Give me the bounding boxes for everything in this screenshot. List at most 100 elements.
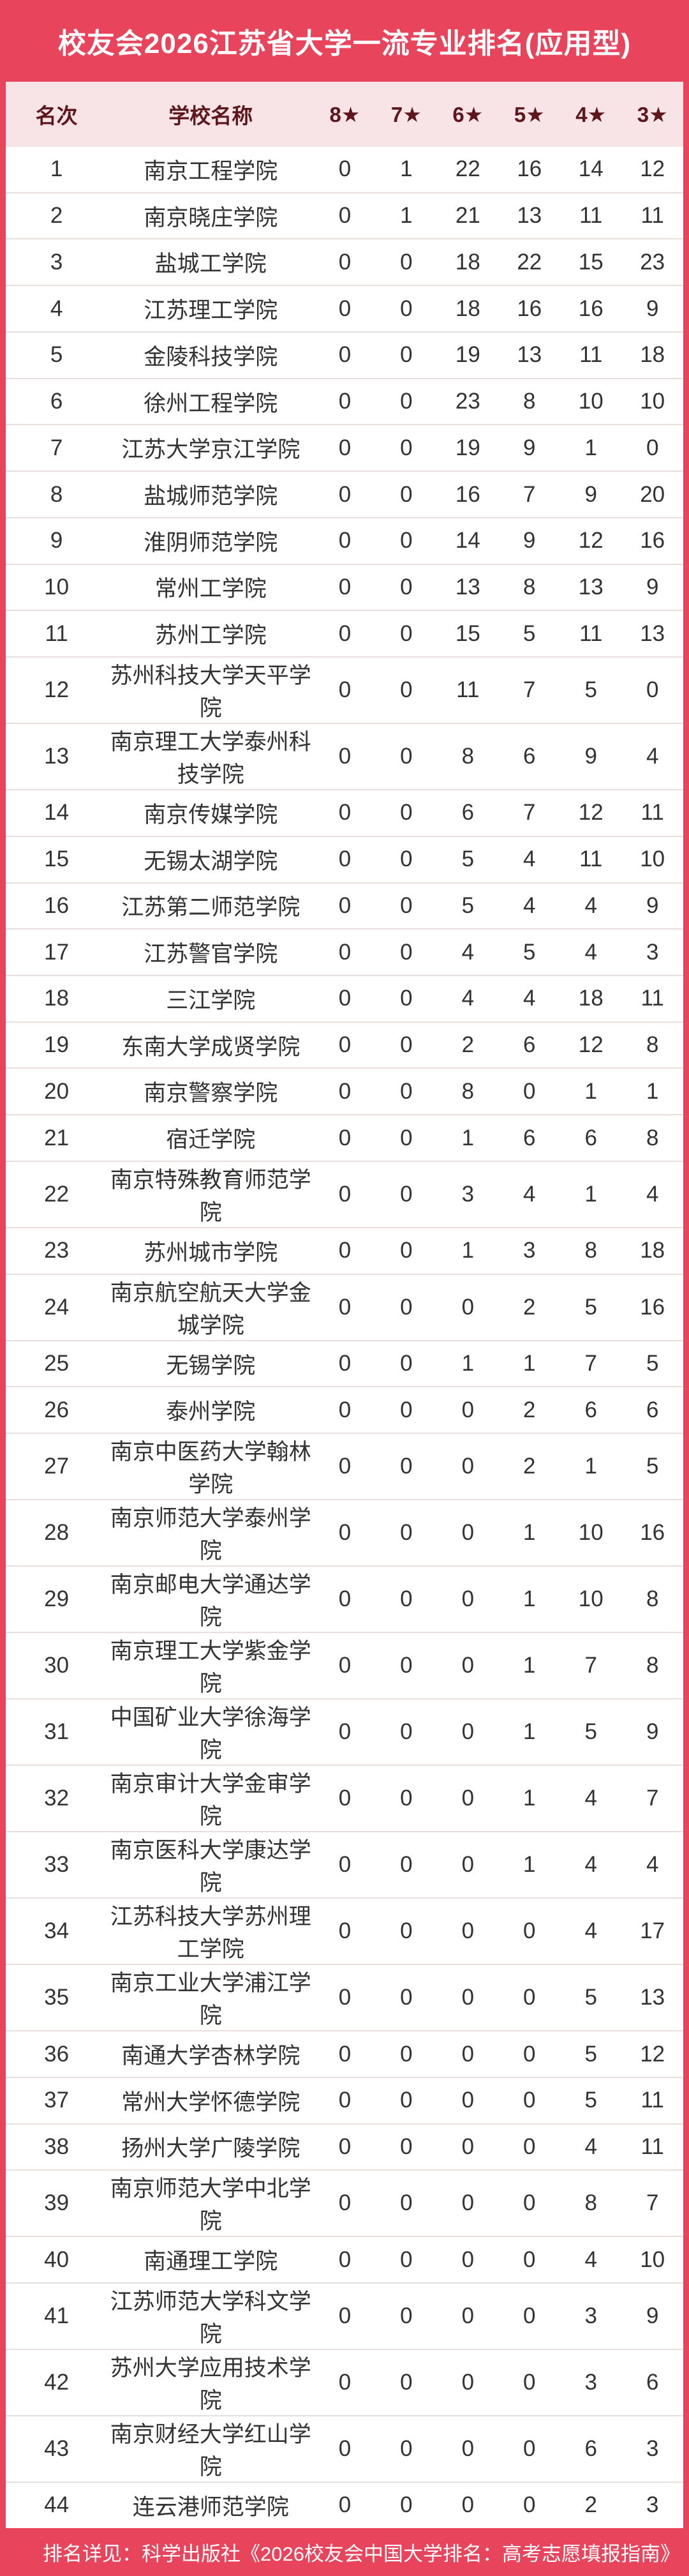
star-count-cell: 1 xyxy=(523,1786,536,1811)
school-name-cell: 金陵科技学院 xyxy=(144,344,278,370)
star-count-cell: 9 xyxy=(523,528,536,554)
star-count-cell: 2 xyxy=(523,1454,536,1479)
school-name-cell: 盐城工学院 xyxy=(154,252,267,277)
star-count-cell: 8 xyxy=(646,1125,659,1150)
star-count-cell: 1 xyxy=(523,1719,536,1745)
star-count-cell: 0 xyxy=(400,847,413,872)
school-name-cell: 南京工程学院 xyxy=(144,158,278,184)
column-header-rank: 名次 xyxy=(35,104,78,128)
star-count-cell: 0 xyxy=(400,435,413,460)
rank-cell: 26 xyxy=(44,1397,70,1422)
star-count-cell: 0 xyxy=(461,2492,475,2518)
table-row: 39 南京师范大学中北学院 0 0 0 0 8 7 xyxy=(6,2169,683,2236)
star-count-cell: 6 xyxy=(646,1397,659,1422)
star-count-cell: 0 xyxy=(400,893,413,918)
star-count-cell: 0 xyxy=(523,2303,536,2329)
table-row: 26 泰州学院 0 0 0 2 6 6 xyxy=(6,1386,683,1433)
school-name-cell: 南京警察学院 xyxy=(144,1081,278,1106)
star-count-cell: 4 xyxy=(646,744,659,769)
school-name-cell: 苏州城市学院 xyxy=(144,1240,278,1265)
star-count-cell: 22 xyxy=(517,249,542,275)
school-name-cell: 淮阴师范学院 xyxy=(144,530,278,555)
star-count-cell: 2 xyxy=(523,1294,536,1320)
rank-cell: 5 xyxy=(50,342,63,368)
star-count-cell: 0 xyxy=(400,1586,413,1612)
table-row: 20 南京警察学院 0 0 8 0 1 1 xyxy=(6,1067,683,1114)
table-row: 19 东南大学成贤学院 0 0 2 6 12 8 xyxy=(6,1021,683,1068)
star-count-cell: 2 xyxy=(523,1397,536,1422)
star-count-cell: 0 xyxy=(400,342,413,368)
star-count-cell: 9 xyxy=(584,744,597,769)
star-count-cell: 0 xyxy=(400,2190,413,2216)
school-name-cell: 南京师范大学中北学院 xyxy=(110,2176,311,2234)
star-count-cell: 0 xyxy=(400,939,413,965)
star-count-cell: 0 xyxy=(461,2134,475,2159)
school-name-cell: 常州工学院 xyxy=(154,576,267,602)
star-count-cell: 0 xyxy=(523,2190,536,2216)
school-name-cell: 连云港师范学院 xyxy=(132,2494,289,2520)
star-count-cell: 0 xyxy=(400,1294,413,1320)
school-name-cell: 宿迁学院 xyxy=(166,1127,256,1153)
star-count-cell: 11 xyxy=(641,986,664,1011)
rank-cell: 44 xyxy=(44,2492,70,2518)
star-count-cell: 0 xyxy=(338,2247,352,2272)
star-count-cell: 6 xyxy=(523,744,536,769)
star-count-cell: 5 xyxy=(523,621,536,646)
rank-cell: 20 xyxy=(44,1078,70,1104)
table-row: 23 苏州城市学院 0 0 1 3 8 18 xyxy=(6,1226,683,1274)
star-count-cell: 2 xyxy=(461,1032,475,1058)
star-count-cell: 7 xyxy=(584,1653,597,1678)
star-count-cell: 6 xyxy=(584,1397,597,1422)
column-header-star: 8★ xyxy=(329,102,360,126)
table-row: 30 南京理工大学紫金学院 0 0 0 1 7 8 xyxy=(6,1632,683,1698)
star-count-cell: 10 xyxy=(578,389,604,414)
star-count-cell: 0 xyxy=(400,621,413,646)
star-count-cell: 0 xyxy=(338,1238,352,1263)
school-name-cell: 南京理工大学泰州科技学院 xyxy=(110,730,311,788)
school-name-cell: 南京财经大学红山学院 xyxy=(110,2422,311,2480)
star-count-cell: 0 xyxy=(400,2303,413,2329)
star-count-cell: 0 xyxy=(338,2303,352,2329)
star-count-cell: 11 xyxy=(456,677,480,703)
star-count-cell: 0 xyxy=(338,528,352,554)
star-count-cell: 0 xyxy=(400,1653,413,1678)
table-row: 42 苏州大学应用技术学院 0 0 0 0 3 6 xyxy=(6,2349,683,2415)
star-count-cell: 0 xyxy=(461,1520,475,1546)
table-row: 25 无锡学院 0 0 1 1 7 5 xyxy=(6,1339,683,1387)
school-name-cell: 三江学院 xyxy=(166,988,256,1013)
star-count-cell: 20 xyxy=(640,481,665,507)
star-count-cell: 16 xyxy=(640,528,665,554)
star-count-cell: 16 xyxy=(455,481,480,507)
table-row: 7 江苏大学京江学院 0 0 19 9 1 0 xyxy=(6,424,683,471)
star-count-cell: 0 xyxy=(461,2190,475,2216)
school-name-cell: 苏州大学应用技术学院 xyxy=(110,2356,311,2414)
star-count-cell: 12 xyxy=(640,2041,665,2067)
star-count-cell: 9 xyxy=(646,893,659,918)
star-count-cell: 4 xyxy=(584,2247,597,2272)
star-count-cell: 0 xyxy=(461,1397,475,1422)
star-count-cell: 5 xyxy=(523,939,536,965)
star-count-cell: 0 xyxy=(338,2134,352,2159)
star-count-cell: 0 xyxy=(400,296,413,321)
star-count-cell: 5 xyxy=(461,893,475,918)
rank-cell: 37 xyxy=(44,2088,70,2113)
school-name-cell: 南京中医药大学翰林学院 xyxy=(110,1440,311,1498)
star-count-cell: 11 xyxy=(641,2134,664,2159)
rank-cell: 8 xyxy=(50,481,63,507)
star-count-cell: 7 xyxy=(523,800,536,825)
star-count-cell: 0 xyxy=(461,1454,475,1479)
school-name-cell: 南京晓庄学院 xyxy=(144,205,278,230)
star-count-cell: 7 xyxy=(646,1786,659,1811)
rank-cell: 10 xyxy=(44,574,70,599)
star-count-cell: 4 xyxy=(461,986,475,1011)
rank-cell: 1 xyxy=(50,156,63,182)
star-count-cell: 0 xyxy=(338,986,352,1011)
rank-cell: 25 xyxy=(44,1351,70,1376)
star-count-cell: 5 xyxy=(646,1454,659,1479)
star-count-cell: 0 xyxy=(523,2492,536,2518)
star-count-cell: 18 xyxy=(455,296,480,321)
school-name-cell: 江苏师范大学科文学院 xyxy=(110,2289,311,2347)
rank-cell: 41 xyxy=(44,2303,70,2329)
rank-cell: 38 xyxy=(44,2134,70,2159)
school-name-cell: 南京邮电大学通达学院 xyxy=(110,1572,311,1631)
